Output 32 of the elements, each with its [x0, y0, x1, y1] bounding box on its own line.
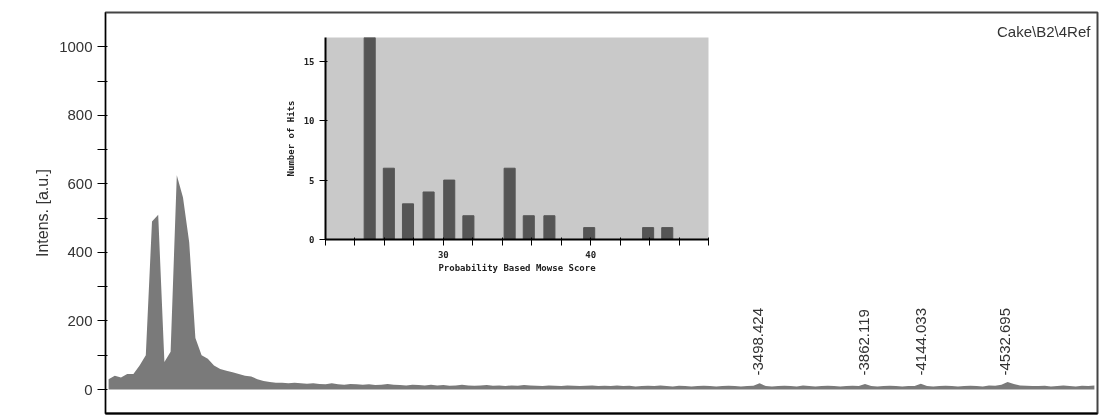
y-tick-label: 0 — [309, 235, 315, 245]
y-tick-label: 15 — [303, 56, 315, 67]
x-axis-title: Probability Based Mowse Score — [438, 262, 597, 273]
bar — [382, 167, 395, 240]
bar — [443, 179, 456, 240]
annotation: -4144.033 — [911, 307, 929, 376]
bar — [363, 37, 376, 240]
y-tick-label: 1000 — [59, 37, 93, 55]
bar — [543, 215, 556, 240]
y-tick-label: 600 — [67, 174, 93, 192]
y-tick-label: 200 — [67, 311, 93, 329]
bar — [503, 167, 516, 240]
y-axis-title: Number of Hits — [285, 100, 296, 177]
bar — [401, 203, 415, 240]
x-tick-label: 30 — [437, 249, 449, 260]
bar — [462, 215, 475, 240]
annotation: -3862.119 — [854, 309, 872, 376]
y-tick-label: 400 — [67, 243, 93, 261]
y-tick-label: 10 — [303, 116, 315, 127]
y-tick-label: 5 — [309, 175, 315, 186]
x-tick-label: 40 — [585, 249, 597, 260]
text: Cake\B2\4Ref — [997, 22, 1092, 40]
bar — [642, 227, 655, 240]
y-tick-label: 800 — [67, 106, 93, 124]
annotation: -3498.424 — [748, 307, 766, 376]
bar — [661, 227, 674, 240]
y-axis-title: Intens. [a.u.] — [34, 168, 52, 258]
annotation: -4532.695 — [996, 307, 1014, 376]
bar — [522, 215, 535, 240]
bar — [422, 191, 435, 240]
bar — [583, 227, 596, 240]
y-tick-label: 0 — [84, 380, 93, 398]
